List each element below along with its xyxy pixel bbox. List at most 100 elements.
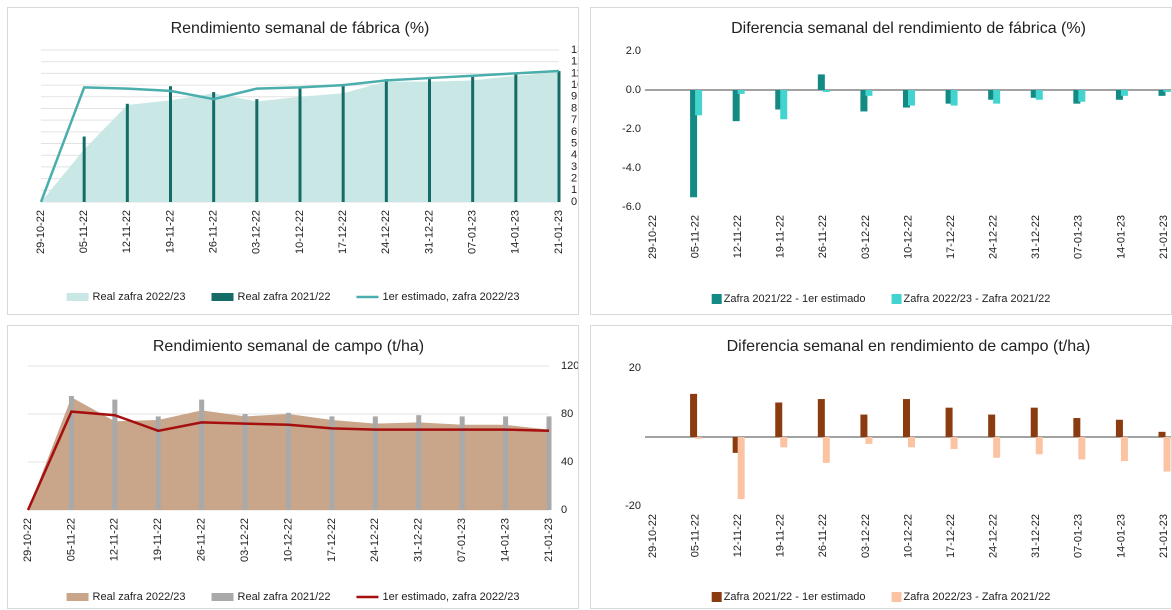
panel: Diferencia semanal en rendimiento de cam… xyxy=(590,325,1172,609)
x-tick-label: 31-12-22 xyxy=(1030,215,1042,259)
bar xyxy=(732,90,740,122)
y-tick-label: 7 xyxy=(571,114,577,126)
x-tick-label: 03-12-22 xyxy=(860,215,872,259)
legend-label: Zafra 2021/22 - 1er estimado xyxy=(724,591,866,603)
x-tick-label: 12-11-22 xyxy=(732,215,744,258)
bar xyxy=(903,90,910,108)
x-tick-label: 03-12-22 xyxy=(251,210,263,254)
bar xyxy=(822,90,830,92)
bar xyxy=(298,88,302,202)
bar xyxy=(341,83,345,202)
bar xyxy=(1030,90,1038,98)
bar xyxy=(695,437,703,439)
bar xyxy=(945,407,953,437)
y-tick-label: 12 xyxy=(571,56,578,68)
legend-swatch xyxy=(891,592,902,602)
bar xyxy=(780,437,788,448)
bar xyxy=(255,99,259,202)
y-tick-label: 6 xyxy=(571,126,577,138)
legend: Zafra 2021/22 - 1er estimado Zafra 2022/2… xyxy=(711,591,1051,603)
bar xyxy=(169,86,172,202)
x-tick-label: 21-01-23 xyxy=(1158,215,1170,259)
legend: Real zafra 2022/23 Real zafra 2021/22 1er … xyxy=(66,591,519,603)
bar xyxy=(860,414,868,437)
x-tick-label: 05-11-22 xyxy=(689,514,701,557)
legend-swatch xyxy=(66,293,89,301)
bar xyxy=(1115,419,1123,437)
bar xyxy=(1035,90,1043,100)
x-tick-label: 10-12-22 xyxy=(902,215,914,259)
x-tick-label: 03-12-22 xyxy=(860,514,872,558)
legend-label: Real zafra 2021/22 xyxy=(238,591,331,603)
x-tick-label: 14-01-23 xyxy=(1115,215,1127,259)
y-tick-label: 40 xyxy=(561,456,573,468)
x-tick-label: 19-11-22 xyxy=(775,514,787,557)
bar xyxy=(82,136,86,202)
bar xyxy=(737,437,745,500)
bar xyxy=(860,90,868,112)
bar xyxy=(690,393,698,437)
line xyxy=(39,69,560,203)
x-tick-label: 14-01-23 xyxy=(1115,514,1127,558)
legend-item: Real zafra 2021/22 xyxy=(211,591,331,603)
bar xyxy=(1163,437,1171,472)
bar xyxy=(732,437,740,453)
legend-label: 1er estimado, zafra 2022/23 xyxy=(382,291,519,303)
bar xyxy=(737,90,745,94)
legend-item: Zafra 2022/23 - Zafra 2021/22 xyxy=(891,591,1051,603)
bar xyxy=(125,103,129,202)
legend: Zafra 2021/22 - 1er estimado Zafra 2022/2… xyxy=(711,293,1050,305)
bar xyxy=(155,416,161,510)
x-tick-label: 12-11-22 xyxy=(121,210,133,253)
bar xyxy=(993,437,1001,458)
legend-swatch xyxy=(711,592,722,602)
bar xyxy=(557,71,561,202)
legend-item: Zafra 2021/22 - 1er estimado xyxy=(711,591,866,603)
bar xyxy=(471,75,475,202)
legend-item: Real zafra 2022/23 xyxy=(66,291,186,303)
bar xyxy=(908,437,915,448)
x-tick-label: 12-11-22 xyxy=(732,514,744,557)
bar xyxy=(199,399,205,510)
legend-swatch xyxy=(66,593,89,601)
x-tick-label: 17-12-22 xyxy=(326,518,338,562)
x-tick-label: 26-11-22 xyxy=(196,518,208,561)
bar xyxy=(1115,90,1123,100)
x-tick-label: 03-12-22 xyxy=(239,518,251,562)
y-tick-label: 11 xyxy=(571,67,578,79)
x-tick-label: 26-11-22 xyxy=(817,215,829,258)
legend-label: Zafra 2022/23 - Zafra 2021/22 xyxy=(904,591,1051,603)
bar xyxy=(865,437,873,444)
legend-label: Real zafra 2022/23 xyxy=(93,291,186,303)
x-tick-label: 24-12-22 xyxy=(369,518,381,562)
chart-title: Diferencia semanal del rendimiento de fá… xyxy=(731,20,1086,37)
x-tick-label: 05-11-22 xyxy=(65,518,77,561)
bar xyxy=(1035,437,1043,455)
x-tick-label: 21-01-23 xyxy=(553,210,565,254)
bar xyxy=(503,416,509,510)
x-tick-label: 17-12-22 xyxy=(945,514,957,558)
bar xyxy=(428,76,431,202)
legend-label: Real zafra 2021/22 xyxy=(238,291,331,303)
bar xyxy=(546,416,552,510)
x-tick-label: 07-01-23 xyxy=(1073,514,1085,558)
panel: Rendimiento semanal de campo (t/ha) 0 40 80… xyxy=(7,325,579,609)
bar xyxy=(459,416,465,510)
bar xyxy=(690,90,698,198)
chart-title: Rendimiento semanal de campo (t/ha) xyxy=(153,338,424,355)
x-tick-label: 21-01-23 xyxy=(543,518,555,562)
y-tick-label: 2.0 xyxy=(626,45,641,57)
bar xyxy=(775,402,783,437)
x-tick-label: 24-12-22 xyxy=(988,514,1000,558)
x-tick-label: 29-10-22 xyxy=(647,514,659,558)
bar xyxy=(384,79,388,202)
x-tick-label: 14-01-23 xyxy=(510,210,522,254)
x-tick-label: 17-12-22 xyxy=(945,215,957,259)
bar xyxy=(950,437,958,450)
panel: Rendimiento semanal de fábrica (%) 0 1 2 3 4 5… xyxy=(7,7,579,315)
bar xyxy=(945,90,953,104)
x-tick-label: 26-11-22 xyxy=(817,514,829,557)
y-tick-label: -4.0 xyxy=(622,162,641,174)
legend-item: Real zafra 2021/22 xyxy=(211,291,331,303)
x-tick-label: 19-11-22 xyxy=(775,215,787,258)
